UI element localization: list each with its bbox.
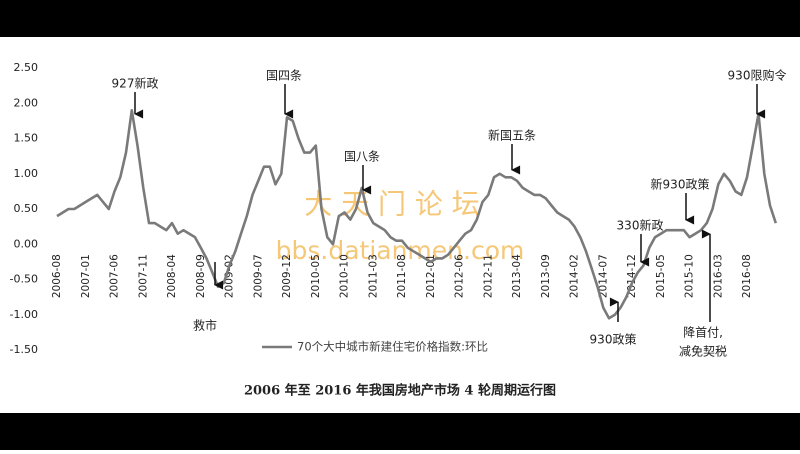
- x-tick-label: 2010-10: [339, 254, 351, 298]
- annotation: 减免契税: [679, 344, 727, 359]
- x-tick-label: 2014-07: [597, 254, 609, 298]
- x-tick-label: 2012-06: [454, 254, 466, 298]
- x-tick-label: 2013-09: [540, 254, 552, 298]
- x-tick-label: 2008-04: [166, 254, 178, 298]
- x-tick-label: 2006-08: [51, 254, 63, 298]
- x-tick-label: 2013-04: [511, 254, 523, 298]
- x-tick-label: 2016-08: [741, 254, 753, 298]
- annotation: 救市: [193, 318, 217, 333]
- annotation: 新930政策: [651, 177, 710, 192]
- y-tick-label: 2.00: [14, 96, 39, 109]
- x-tick-label: 2009-02: [224, 254, 236, 298]
- y-tick-label: 1.50: [14, 132, 39, 145]
- x-tick-label: 2010-05: [310, 254, 322, 298]
- y-tick-label: 0.50: [14, 202, 39, 215]
- x-tick-label: 2012-01: [425, 254, 437, 298]
- x-tick-label: 2009-07: [252, 254, 264, 298]
- annotation: 国八条: [344, 150, 380, 164]
- annotation: 930限购令: [728, 68, 787, 83]
- y-tick-label: -1.00: [10, 308, 38, 321]
- x-tick-label: 2014-02: [569, 254, 581, 298]
- y-tick-label: -0.50: [10, 273, 38, 286]
- x-tick-label: 2011-03: [367, 254, 379, 298]
- x-tick-label: 2011-08: [396, 254, 408, 298]
- x-tick-label: 2012-11: [482, 254, 494, 298]
- annotation: 新国五条: [488, 128, 536, 143]
- y-tick-label: 1.00: [14, 167, 39, 180]
- series-line: [56, 109, 778, 320]
- annotation: 927新政: [112, 76, 159, 91]
- annotation: 国四条: [266, 69, 302, 83]
- y-tick-label: 2.50: [14, 61, 39, 74]
- x-tick-label: 2007-06: [109, 254, 121, 298]
- annotation: 930政策: [590, 333, 637, 347]
- y-tick-label: 0.00: [14, 237, 39, 250]
- x-tick-label: 2009-12: [281, 254, 293, 298]
- caption: 2006 年至 2016 年我国房地产市场 4 轮周期运行图: [244, 383, 556, 399]
- legend-label: 70个大中城市新建住宅价格指数:环比: [297, 340, 488, 354]
- y-tick-label: -1.50: [10, 343, 38, 356]
- top-bar: [0, 0, 800, 37]
- x-tick-label: 2007-11: [137, 254, 149, 298]
- watermark: 大 天 门 论 坛: [304, 188, 480, 221]
- annotation: 330新政: [617, 218, 664, 233]
- annotation: 降首付,: [683, 326, 723, 340]
- bottom-bar: [0, 413, 800, 450]
- x-tick-label: 2008-09: [195, 254, 207, 298]
- x-tick-label: 2015-05: [655, 254, 667, 298]
- x-tick-label: 2015-10: [684, 254, 696, 298]
- x-tick-label: 2007-01: [80, 254, 92, 298]
- x-tick-label: 2016-03: [712, 254, 724, 298]
